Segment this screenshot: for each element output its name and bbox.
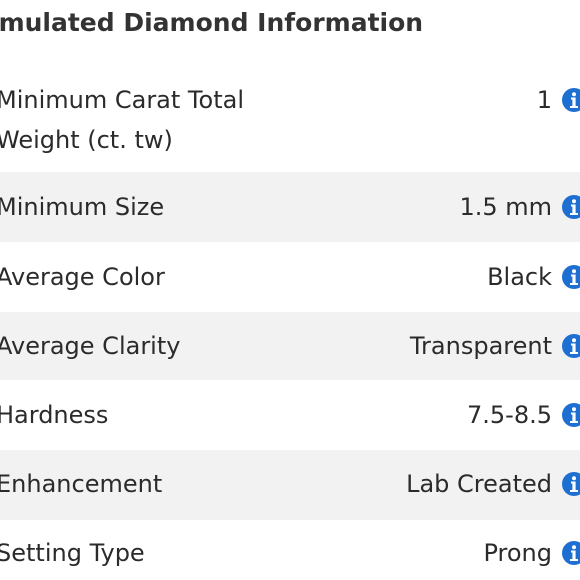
spec-row-minimum-size: Minimum Size 1.5 mm [0, 172, 580, 242]
spec-label: Enhancement [0, 470, 163, 498]
spec-value: Prong [483, 539, 552, 567]
info-icon[interactable] [562, 472, 580, 496]
info-icon[interactable] [562, 265, 580, 289]
spec-label: Minimum Size [0, 193, 165, 221]
spec-row-carat-weight: Minimum Carat Total Weight (ct. tw) 1 [0, 62, 580, 172]
info-icon[interactable] [562, 334, 580, 358]
spec-label: Hardness [0, 401, 109, 429]
spec-value: 1.5 mm [459, 193, 552, 221]
spec-value: 7.5-8.5 [467, 401, 552, 429]
spec-label: Average Clarity [0, 332, 181, 360]
spec-label: Minimum Carat Total Weight (ct. tw) [0, 86, 244, 154]
spec-value: Transparent [409, 332, 552, 360]
spec-row-setting-type: Setting Type Prong [0, 520, 580, 580]
section-title: imulated Diamond Information [0, 8, 424, 37]
spec-row-enhancement: Enhancement Lab Created [0, 450, 580, 520]
spec-value: 1 [536, 86, 552, 114]
spec-value: Black [487, 263, 552, 291]
spec-row-average-color: Average Color Black [0, 242, 580, 312]
info-icon[interactable] [562, 541, 580, 565]
spec-row-hardness: Hardness 7.5-8.5 [0, 380, 580, 450]
spec-label: Average Color [0, 263, 165, 291]
info-icon[interactable] [562, 88, 580, 112]
spec-value: Lab Created [406, 470, 552, 498]
spec-row-average-clarity: Average Clarity Transparent [0, 312, 580, 380]
spec-label: Setting Type [0, 539, 145, 567]
info-icon[interactable] [562, 195, 580, 219]
info-icon[interactable] [562, 403, 580, 427]
